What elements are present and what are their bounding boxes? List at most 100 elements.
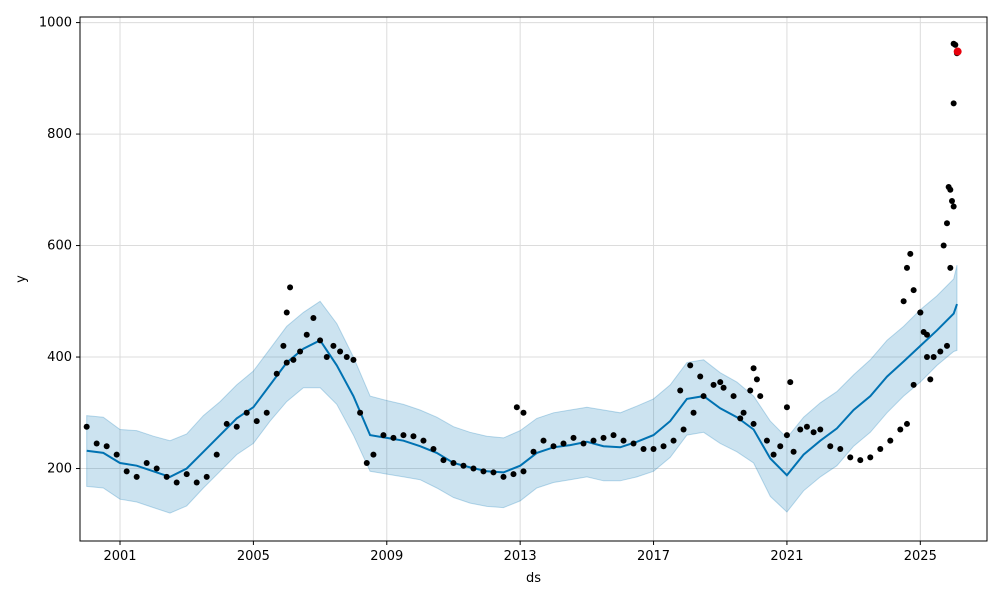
observed-point bbox=[640, 446, 647, 453]
observed-point bbox=[183, 471, 190, 478]
observed-point bbox=[783, 404, 790, 411]
observed-point bbox=[83, 423, 90, 430]
observed-point bbox=[770, 451, 777, 458]
grid-lines bbox=[80, 17, 987, 541]
x-axis: 2001 2005 2009 2013 2017 2021 2025 bbox=[103, 541, 937, 564]
observed-point bbox=[730, 393, 737, 400]
observed-point bbox=[950, 100, 957, 107]
observed-point bbox=[937, 348, 944, 355]
forecast-line bbox=[86, 303, 958, 478]
observed-point bbox=[910, 381, 917, 388]
observed-point bbox=[750, 420, 757, 427]
observed-point bbox=[380, 432, 387, 439]
highlight-point bbox=[953, 47, 962, 56]
observed-point bbox=[193, 479, 200, 486]
observed-point bbox=[790, 448, 797, 455]
observed-point bbox=[143, 459, 150, 466]
observed-point bbox=[717, 379, 724, 386]
observed-point bbox=[947, 264, 954, 271]
observed-point bbox=[810, 429, 817, 436]
observed-point bbox=[950, 203, 957, 210]
observed-point bbox=[297, 348, 304, 355]
observed-point bbox=[787, 379, 794, 386]
observed-point bbox=[763, 437, 770, 444]
observed-point bbox=[867, 454, 874, 461]
y-axis: 200 400 600 800 1000 bbox=[39, 16, 80, 477]
observed-point bbox=[910, 287, 917, 294]
observed-point bbox=[363, 459, 370, 466]
observed-point bbox=[700, 393, 707, 400]
observed-point bbox=[753, 376, 760, 383]
uncertainty-band bbox=[86, 264, 958, 514]
observed-point bbox=[940, 242, 947, 249]
observed-point bbox=[540, 437, 547, 444]
observed-point bbox=[650, 446, 657, 453]
observed-point bbox=[400, 432, 407, 439]
observed-point bbox=[560, 440, 567, 447]
observed-point bbox=[920, 328, 927, 335]
y-tick-label: 600 bbox=[47, 239, 72, 254]
observed-point bbox=[907, 250, 914, 257]
observed-point bbox=[513, 404, 520, 411]
observed-point bbox=[317, 337, 324, 344]
observed-point bbox=[943, 342, 950, 349]
observed-point bbox=[783, 432, 790, 439]
y-axis-title: y bbox=[14, 275, 29, 283]
observed-point bbox=[133, 473, 140, 480]
observed-point bbox=[173, 479, 180, 486]
observed-point bbox=[123, 468, 130, 475]
x-tick-label: 2017 bbox=[637, 549, 670, 564]
observed-point bbox=[490, 469, 497, 476]
observed-point bbox=[357, 409, 364, 416]
observed-point bbox=[163, 473, 170, 480]
highlight-points bbox=[953, 47, 962, 56]
observed-point bbox=[877, 446, 884, 453]
observed-point bbox=[620, 437, 627, 444]
uncertainty-band-area bbox=[86, 264, 958, 514]
y-tick-label: 200 bbox=[47, 462, 72, 477]
observed-point bbox=[677, 387, 684, 394]
observed-point bbox=[290, 356, 297, 363]
observed-point bbox=[903, 420, 910, 427]
x-tick-label: 2001 bbox=[103, 549, 136, 564]
observed-point bbox=[943, 220, 950, 227]
observed-point bbox=[757, 393, 764, 400]
x-tick-label: 2009 bbox=[370, 549, 403, 564]
observed-point bbox=[948, 197, 955, 204]
observed-point bbox=[680, 426, 687, 433]
observed-point bbox=[900, 298, 907, 305]
observed-point bbox=[837, 446, 844, 453]
observed-point bbox=[350, 356, 357, 363]
observed-point bbox=[550, 443, 557, 450]
observed-point bbox=[797, 426, 804, 433]
observed-point bbox=[847, 454, 854, 461]
observed-point bbox=[687, 362, 694, 369]
observed-point bbox=[777, 443, 784, 450]
observed-point bbox=[420, 437, 427, 444]
observed-point bbox=[903, 264, 910, 271]
observed-point bbox=[103, 443, 110, 450]
observed-point bbox=[500, 473, 507, 480]
observed-point bbox=[660, 443, 667, 450]
observed-point bbox=[113, 451, 120, 458]
observed-point bbox=[917, 309, 924, 316]
observed-point bbox=[887, 437, 894, 444]
observed-point bbox=[343, 354, 350, 361]
observed-point bbox=[450, 459, 457, 466]
observed-point bbox=[280, 342, 287, 349]
observed-point bbox=[897, 426, 904, 433]
x-axis-title: ds bbox=[526, 571, 541, 586]
observed-point bbox=[927, 376, 934, 383]
x-tick-label: 2005 bbox=[237, 549, 270, 564]
observed-point bbox=[930, 354, 937, 361]
y-tick-label: 400 bbox=[47, 350, 72, 365]
observed-point bbox=[720, 384, 727, 391]
observed-point bbox=[223, 420, 230, 427]
observed-point bbox=[337, 348, 344, 355]
observed-point bbox=[273, 370, 280, 377]
observed-point bbox=[690, 409, 697, 416]
observed-point bbox=[330, 342, 337, 349]
observed-point bbox=[480, 468, 487, 475]
observed-point bbox=[283, 359, 290, 366]
